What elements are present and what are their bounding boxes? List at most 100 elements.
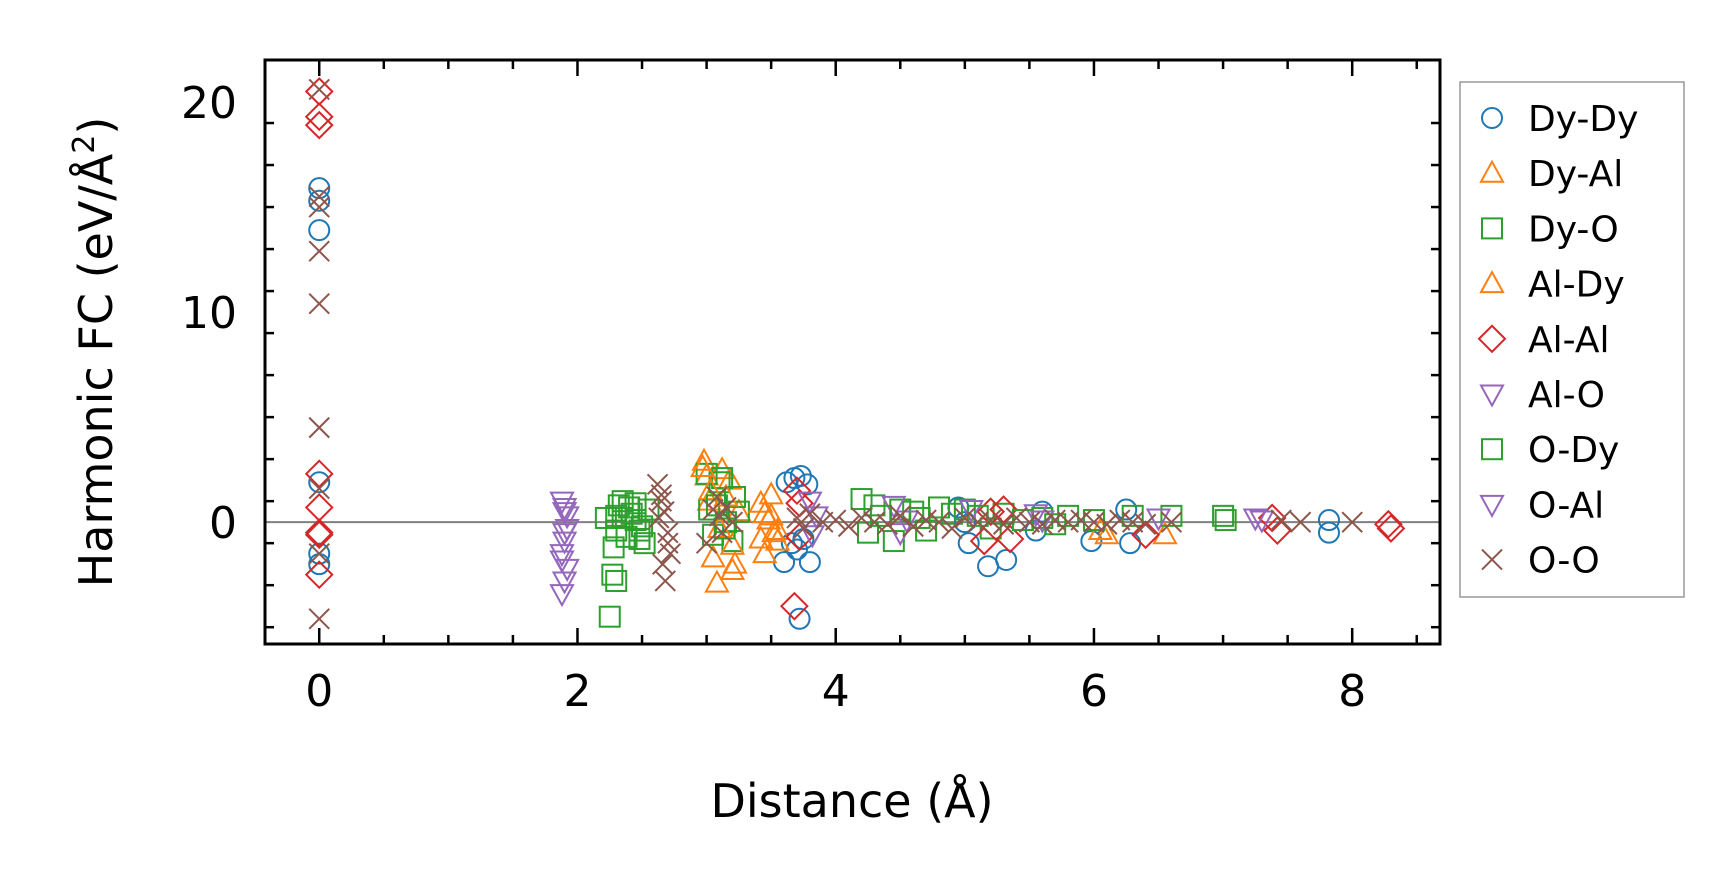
data-point (1018, 511, 1041, 533)
legend-marker (1479, 159, 1505, 183)
legend-marker (1481, 107, 1503, 129)
legend-item-dy-dy: Dy-Dy (1481, 99, 1638, 140)
data-point (724, 485, 746, 508)
data-point (1083, 511, 1105, 533)
data-point (967, 511, 989, 533)
series-al-al (304, 77, 1406, 621)
data-point (631, 515, 654, 538)
data-point (977, 555, 1000, 578)
data-point (695, 532, 718, 554)
legend-item-o-dy: O-Dy (1481, 430, 1619, 471)
data-point (697, 477, 724, 501)
series-dy-o (598, 462, 1235, 628)
data-point (755, 506, 782, 530)
data-point (628, 527, 651, 550)
legend-item-dy-o: Dy-O (1481, 209, 1619, 250)
data-point (894, 510, 920, 534)
data-point (863, 511, 886, 533)
data-point (308, 608, 330, 630)
data-point (1057, 511, 1079, 533)
legend-marker (1477, 324, 1507, 354)
data-point (598, 605, 621, 628)
data-point (1094, 521, 1120, 545)
legend-entries: Dy-Dy Dy-Al Dy-O Al-Dy Al-Al Al-O O-Dy O-Al O-O (1477, 99, 1638, 582)
data-point (1145, 508, 1172, 532)
data-point (308, 219, 331, 242)
y-tick-label: 0 (209, 498, 237, 549)
legend-marker (1479, 270, 1505, 294)
data-point (308, 189, 331, 212)
data-point (941, 517, 963, 540)
data-point (549, 544, 575, 568)
legend-marker (1481, 548, 1503, 571)
data-point (651, 553, 674, 575)
legend-frame (1459, 81, 1685, 598)
legend: Dy-Dy Dy-Al Dy-O Al-Dy Al-Al Al-O O-Dy O-Al O-O (1459, 81, 1685, 598)
data-point (1214, 509, 1237, 532)
data-point (1070, 509, 1092, 531)
data-point (1376, 514, 1406, 543)
data-point (308, 196, 330, 218)
series-dy-dy (308, 177, 1340, 630)
data-point (786, 507, 808, 529)
data-point (308, 542, 330, 565)
data-point (721, 530, 744, 553)
tick-labels-layer: 0 2 4 6 8 0 10 20 (181, 78, 1366, 717)
data-point (1109, 509, 1131, 531)
legend-item-o-o: O-O (1481, 541, 1600, 582)
data-point (850, 488, 873, 511)
legend-label: O-O (1528, 541, 1600, 582)
data-point (304, 110, 334, 140)
data-point (308, 542, 331, 565)
data-point (605, 569, 628, 592)
data-point (1242, 508, 1269, 532)
data-point (989, 495, 1018, 524)
data-point (953, 511, 976, 534)
data-point (958, 500, 984, 524)
data-point (1096, 513, 1118, 535)
y-axis-title-main: Harmonic FC (eV/Å (69, 153, 123, 587)
data-point (1160, 511, 1183, 533)
data-point (1212, 504, 1235, 527)
x-tick-label: 4 (822, 666, 850, 717)
ticks-layer (265, 60, 1440, 644)
legend-item-o-al: O-Al (1479, 485, 1604, 526)
legend-marker (1479, 384, 1505, 408)
data-point (953, 498, 976, 521)
data-point (633, 532, 656, 555)
x-tick-label: 6 (1080, 666, 1108, 717)
data-point (915, 519, 938, 542)
data-point (624, 492, 647, 515)
data-point (308, 240, 330, 262)
data-point (719, 531, 746, 555)
data-point (308, 185, 330, 208)
data-point (1270, 509, 1292, 531)
data-point (764, 516, 791, 541)
legend-item-dy-al: Dy-Al (1479, 154, 1623, 195)
data-point (304, 77, 334, 106)
series-al-dy (690, 453, 1114, 555)
x-tick-label: 2 (563, 666, 591, 717)
data-point (782, 476, 812, 506)
data-point (1134, 513, 1157, 535)
data-point (601, 563, 624, 586)
legend-marker (1479, 494, 1505, 518)
data-point (605, 519, 628, 542)
data-point (721, 511, 744, 533)
series-dy-al (691, 447, 1178, 593)
legend-label: Al-Al (1528, 320, 1609, 361)
data-point (1029, 510, 1055, 534)
y-axis-title: Harmonic FC (eV/Å2) (67, 117, 123, 588)
data-point (304, 520, 334, 550)
data-point (976, 497, 1006, 527)
data-point (995, 524, 1025, 554)
data-point (1317, 509, 1340, 532)
data-point (1121, 511, 1144, 533)
data-point (837, 515, 860, 538)
data-point (549, 550, 575, 574)
data-point (618, 496, 641, 519)
data-point (995, 548, 1018, 571)
data-point (1317, 521, 1340, 544)
data-point (1289, 511, 1312, 533)
data-point (308, 477, 330, 500)
